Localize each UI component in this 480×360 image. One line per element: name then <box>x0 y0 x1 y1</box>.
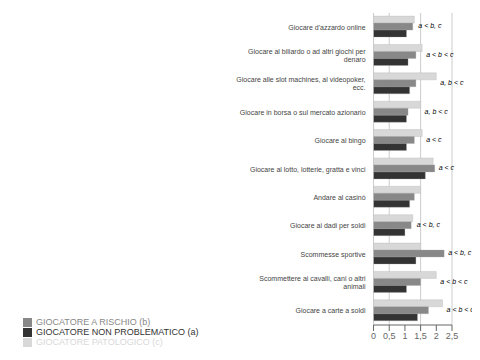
svg-text:2,5: 2,5 <box>446 331 459 341</box>
svg-text:1,5: 1,5 <box>414 331 427 341</box>
svg-text:Giocare al biliardo o ad altri: Giocare al biliardo o ad altri giochi pe… <box>248 48 366 63</box>
svg-text:a < b < c: a < b < c <box>426 51 454 58</box>
svg-text:Giocare al bingo: Giocare al bingo <box>315 137 366 145</box>
svg-text:Giocare a carte a soldi: Giocare a carte a soldi <box>295 307 365 314</box>
html-text:GIOCATORE NON PROBLEMATICO (a): GIOCATORE NON PROBLEMATICO (a) <box>36 326 199 337</box>
svg-text:a < b, c: a < b, c <box>448 249 472 256</box>
svg-text:a < c: a < c <box>426 136 442 143</box>
html-text:GIOCATORE A RISCHIO (b): GIOCATORE A RISCHIO (b) <box>36 316 151 327</box>
svg-text:a < b < c: a < b < c <box>447 306 472 313</box>
svg-text:a < b < c: a < b < c <box>440 278 468 285</box>
html-text:GIOCATORE PATOLOGICO (c): GIOCATORE PATOLOGICO (c) <box>36 336 163 347</box>
svg-text:0,5: 0,5 <box>383 331 396 341</box>
svg-text:a, b < c: a, b < c <box>440 79 464 86</box>
svg-text:Giocare alle slot machines, al: Giocare alle slot machines, al videopoke… <box>236 76 365 91</box>
svg-text:a < b, c: a < b, c <box>417 221 441 228</box>
svg-text:0: 0 <box>371 331 376 341</box>
svg-text:Giocare d'azzardo online: Giocare d'azzardo online <box>288 24 365 31</box>
svg-text:Scommettere ai cavalli, cani o: Scommettere ai cavalli, cani o altrianim… <box>259 275 366 290</box>
svg-text:Scommesse sportive: Scommesse sportive <box>301 251 366 259</box>
svg-text:a < c: a < c <box>439 164 455 171</box>
svg-text:Andare al casinò: Andare al casinò <box>313 194 365 201</box>
svg-text:a < b, c: a < b, c <box>418 22 442 29</box>
svg-text:Giocare in borsa o sul mercato: Giocare in borsa o sul mercato azionario <box>240 109 366 116</box>
svg-text:2: 2 <box>434 331 439 341</box>
svg-text:Giocare ai dadi per soldi: Giocare ai dadi per soldi <box>290 222 366 230</box>
svg-text:1: 1 <box>402 331 407 341</box>
svg-text:a, b < c: a, b < c <box>425 108 449 115</box>
svg-text:Giocare al lotto, lotterie, gr: Giocare al lotto, lotterie, gratta e vin… <box>250 166 366 174</box>
